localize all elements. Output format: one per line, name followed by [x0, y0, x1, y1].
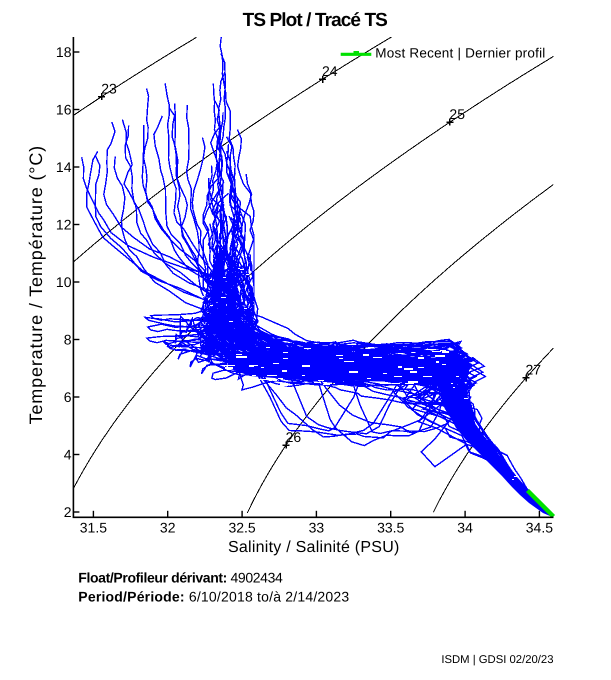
svg-text:Salinity / Salinité (PSU): Salinity / Salinité (PSU) [228, 539, 400, 556]
svg-text:34.5: 34.5 [526, 520, 553, 536]
svg-text:Period/Période: 6/10/2018 to/: Period/Période: 6/10/2018 to/à 2/14/2023 [78, 589, 349, 605]
svg-text:32: 32 [160, 520, 176, 536]
svg-text:34: 34 [457, 520, 473, 536]
svg-text:32.5: 32.5 [228, 520, 255, 536]
svg-text:12: 12 [56, 217, 72, 233]
svg-text:31.5: 31.5 [80, 520, 107, 536]
svg-text:Temperature / Température (°C): Temperature / Température (°C) [26, 145, 46, 424]
svg-text:23: 23 [101, 80, 117, 96]
svg-text:2: 2 [64, 504, 72, 520]
svg-text:Most Recent | Dernier profil: Most Recent | Dernier profil [375, 46, 545, 61]
svg-text:33.5: 33.5 [377, 520, 404, 536]
svg-text:6: 6 [64, 389, 72, 405]
svg-text:Float/Profileur dérivant: 4902: Float/Profileur dérivant: 4902434 [78, 570, 283, 586]
svg-text:ISDM | GDSI 02/20/23: ISDM | GDSI 02/20/23 [441, 654, 553, 666]
svg-text:18: 18 [56, 44, 72, 60]
svg-text:33: 33 [309, 520, 325, 536]
svg-text:8: 8 [64, 332, 72, 348]
svg-text:10: 10 [56, 274, 72, 290]
svg-text:16: 16 [56, 102, 72, 118]
svg-text:25: 25 [449, 106, 465, 122]
svg-text:26: 26 [286, 429, 302, 445]
svg-text:14: 14 [56, 159, 72, 175]
svg-text:TS Plot / Tracé TS: TS Plot / Tracé TS [243, 10, 388, 31]
svg-text:4: 4 [64, 447, 72, 463]
svg-text:24: 24 [322, 63, 338, 79]
svg-text:27: 27 [526, 362, 542, 378]
